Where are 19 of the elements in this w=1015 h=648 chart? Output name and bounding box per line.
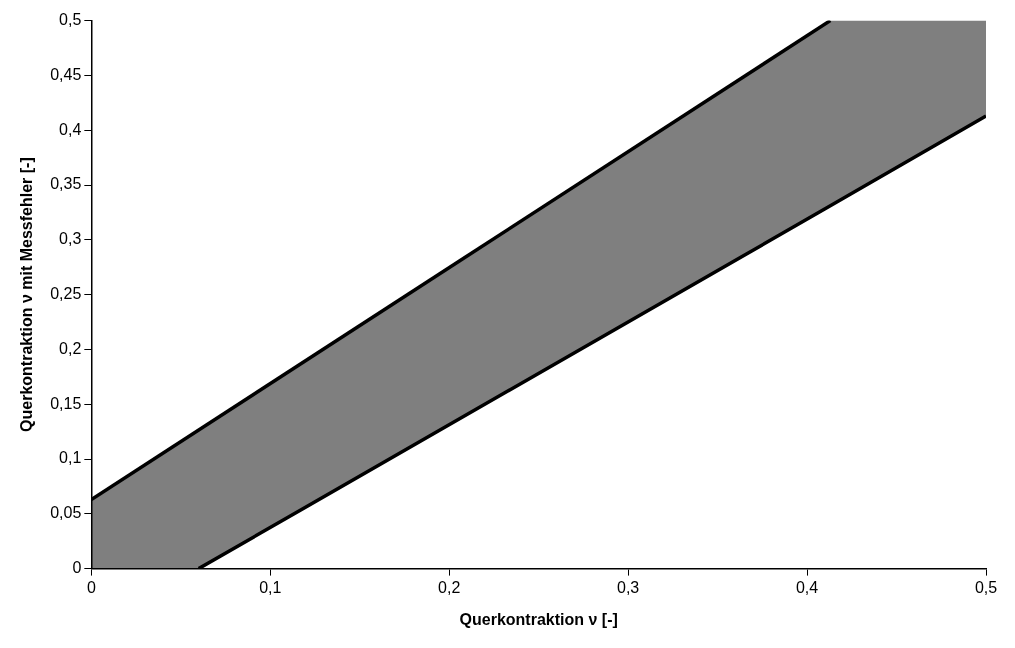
x-tick-label: 0,2 <box>438 578 461 596</box>
y-tick-label: 0,15 <box>50 394 82 412</box>
y-tick-label: 0,25 <box>50 285 82 303</box>
y-axis-title: Querkontraktion ν mit Messfehler [-] <box>18 157 36 432</box>
x-tick-label: 0 <box>86 578 96 596</box>
x-axis-title: Querkontraktion ν [-] <box>459 610 618 628</box>
y-tick-label: 0,2 <box>59 339 82 357</box>
x-tick-label: 0,4 <box>795 578 819 596</box>
y-tick-label: 0,5 <box>59 11 82 29</box>
x-tick-label: 0,3 <box>617 578 640 596</box>
y-tick-label: 0 <box>72 559 82 577</box>
y-tick-label: 0,45 <box>50 65 82 83</box>
y-tick-label: 0,05 <box>50 504 82 522</box>
y-tick-label: 0,3 <box>59 230 82 248</box>
y-tick-label: 0,4 <box>59 120 82 138</box>
x-tick-label: 0,5 <box>974 578 998 596</box>
y-tick-label: 0,1 <box>59 449 82 467</box>
y-tick-label: 0,35 <box>50 175 82 193</box>
x-tick-label: 0,1 <box>259 578 282 596</box>
